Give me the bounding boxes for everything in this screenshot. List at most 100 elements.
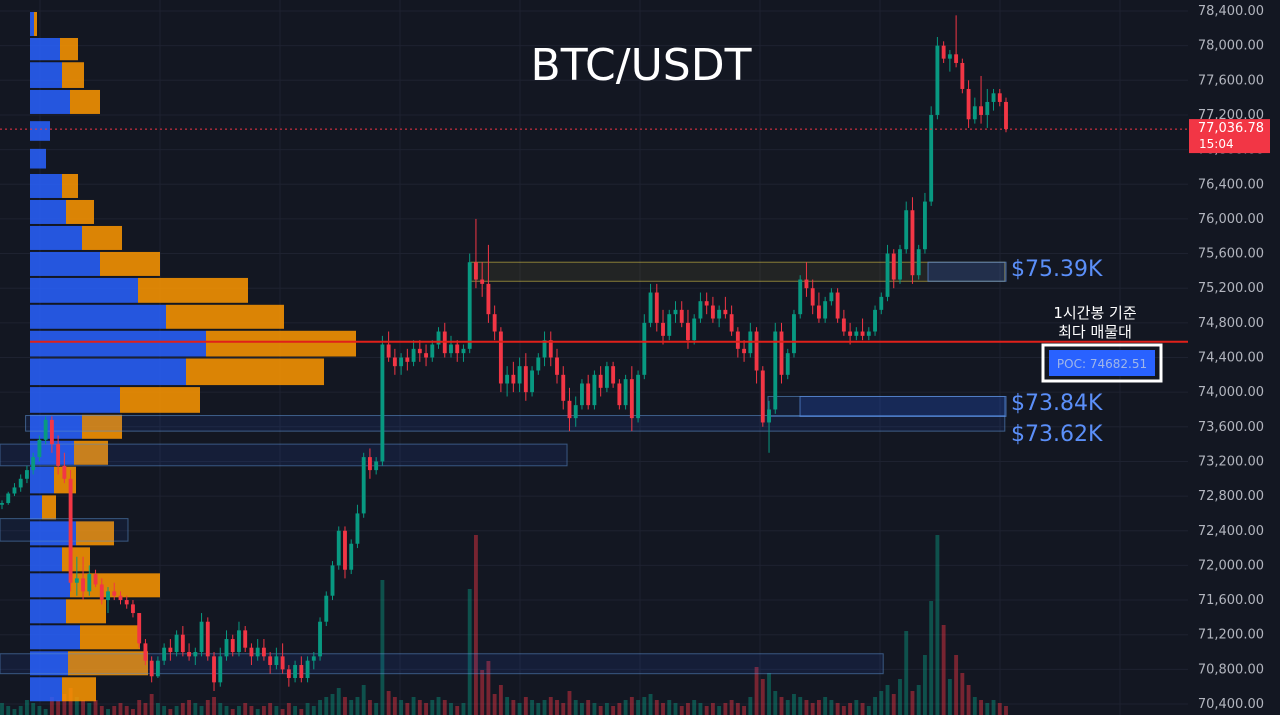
candle-body [25, 470, 29, 479]
candle-body [785, 353, 790, 375]
candle-body [592, 374, 597, 406]
volume-profile-buy [30, 521, 76, 546]
volume-bar [286, 703, 291, 715]
volume-bar [155, 703, 160, 715]
candle-body [798, 279, 803, 315]
volume-bar [442, 700, 447, 715]
volume-profile-sell [60, 37, 78, 61]
candle-body [561, 374, 566, 401]
volume-profile-buy [30, 547, 62, 572]
y-tick-label: 77,600.00 [1198, 73, 1264, 88]
candle-body [723, 309, 728, 315]
candle-body [449, 344, 453, 354]
volume-bar [25, 700, 29, 715]
y-tick-label: 72,400.00 [1198, 524, 1264, 539]
volume-bar [218, 703, 223, 715]
countdown-label: 15:04 [1199, 137, 1234, 151]
volume-bar [436, 697, 441, 715]
candle-body [124, 600, 129, 605]
candle-body [654, 292, 659, 323]
candle-body [779, 331, 784, 375]
candle-body [642, 322, 647, 375]
volume-bar [131, 709, 135, 715]
candle-body [929, 114, 934, 202]
candle-body [904, 210, 909, 250]
level-label: $75.39K [1011, 257, 1103, 282]
volume-bar [492, 694, 497, 715]
candle-body [430, 344, 435, 358]
candle-body [324, 595, 329, 622]
volume-bar [318, 700, 322, 715]
candle-body [629, 379, 634, 419]
volume-bar [205, 700, 210, 715]
volume-bar [268, 703, 273, 715]
candle-body [149, 660, 154, 677]
y-tick-label: 74,800.00 [1198, 316, 1264, 331]
poc-box-frame [1041, 343, 1163, 383]
volume-profile-buy [30, 495, 42, 520]
y-tick-label: 71,200.00 [1198, 628, 1264, 643]
volume-bar [230, 709, 235, 715]
volume-bar [124, 706, 129, 715]
volume-bar [910, 691, 915, 715]
volume-bar [336, 688, 341, 715]
volume-bar [243, 703, 248, 715]
candle-body [286, 669, 291, 679]
volume-bar [854, 700, 859, 715]
candle-body [380, 344, 385, 462]
volume-bar [31, 703, 36, 715]
candle-body [399, 357, 404, 367]
volume-bar [916, 685, 921, 715]
candle-body [205, 621, 210, 657]
volume-profile-buy [30, 330, 206, 357]
candle-body [62, 465, 67, 479]
candle-body [816, 305, 821, 319]
volume-bar [947, 679, 952, 715]
volume-bar [474, 535, 478, 715]
volume-bar [449, 703, 453, 715]
volume-bar [972, 697, 977, 715]
candle-body [960, 62, 965, 89]
volume-bar [174, 706, 179, 715]
volume-profile-sell [66, 199, 94, 224]
volume-bar [735, 703, 740, 715]
volume-bar [629, 697, 634, 715]
volume-profile-buy [30, 304, 166, 329]
volume-profile-buy [30, 173, 62, 198]
volume-bars [0, 535, 1008, 715]
volume-bar [180, 703, 185, 715]
candle-body [997, 93, 1002, 102]
candle-body [293, 665, 298, 679]
candle-body [112, 591, 117, 596]
volume-bar [392, 697, 397, 715]
volume-bar [68, 688, 73, 715]
price-zone [470, 261, 1006, 282]
candle-body [218, 656, 223, 683]
candle-body [810, 288, 815, 306]
volume-bar [748, 697, 753, 715]
volume-profile-sell [74, 440, 108, 465]
volume-profile-buy [30, 62, 62, 88]
volume-profile-buy [30, 251, 100, 276]
volume-bar [517, 703, 522, 715]
candle-body [979, 106, 983, 115]
candle-body [498, 331, 503, 384]
y-tick-label: 75,200.00 [1198, 281, 1264, 296]
volume-bar [74, 697, 79, 715]
candle-body [467, 262, 472, 349]
volume-profile-sell [82, 414, 122, 439]
volume-bar [536, 703, 541, 715]
candle-body [224, 639, 229, 657]
volume-bar [461, 703, 466, 715]
candle-body [623, 379, 628, 406]
volume-bar [648, 694, 653, 715]
volume-bar [760, 679, 765, 715]
volume-bar [330, 694, 335, 715]
volume-profile-buy [30, 37, 60, 61]
candle-body [162, 647, 167, 661]
volume-profile-sell [62, 677, 96, 702]
y-tick-label: 70,400.00 [1198, 697, 1264, 712]
volume-bar [985, 703, 990, 715]
